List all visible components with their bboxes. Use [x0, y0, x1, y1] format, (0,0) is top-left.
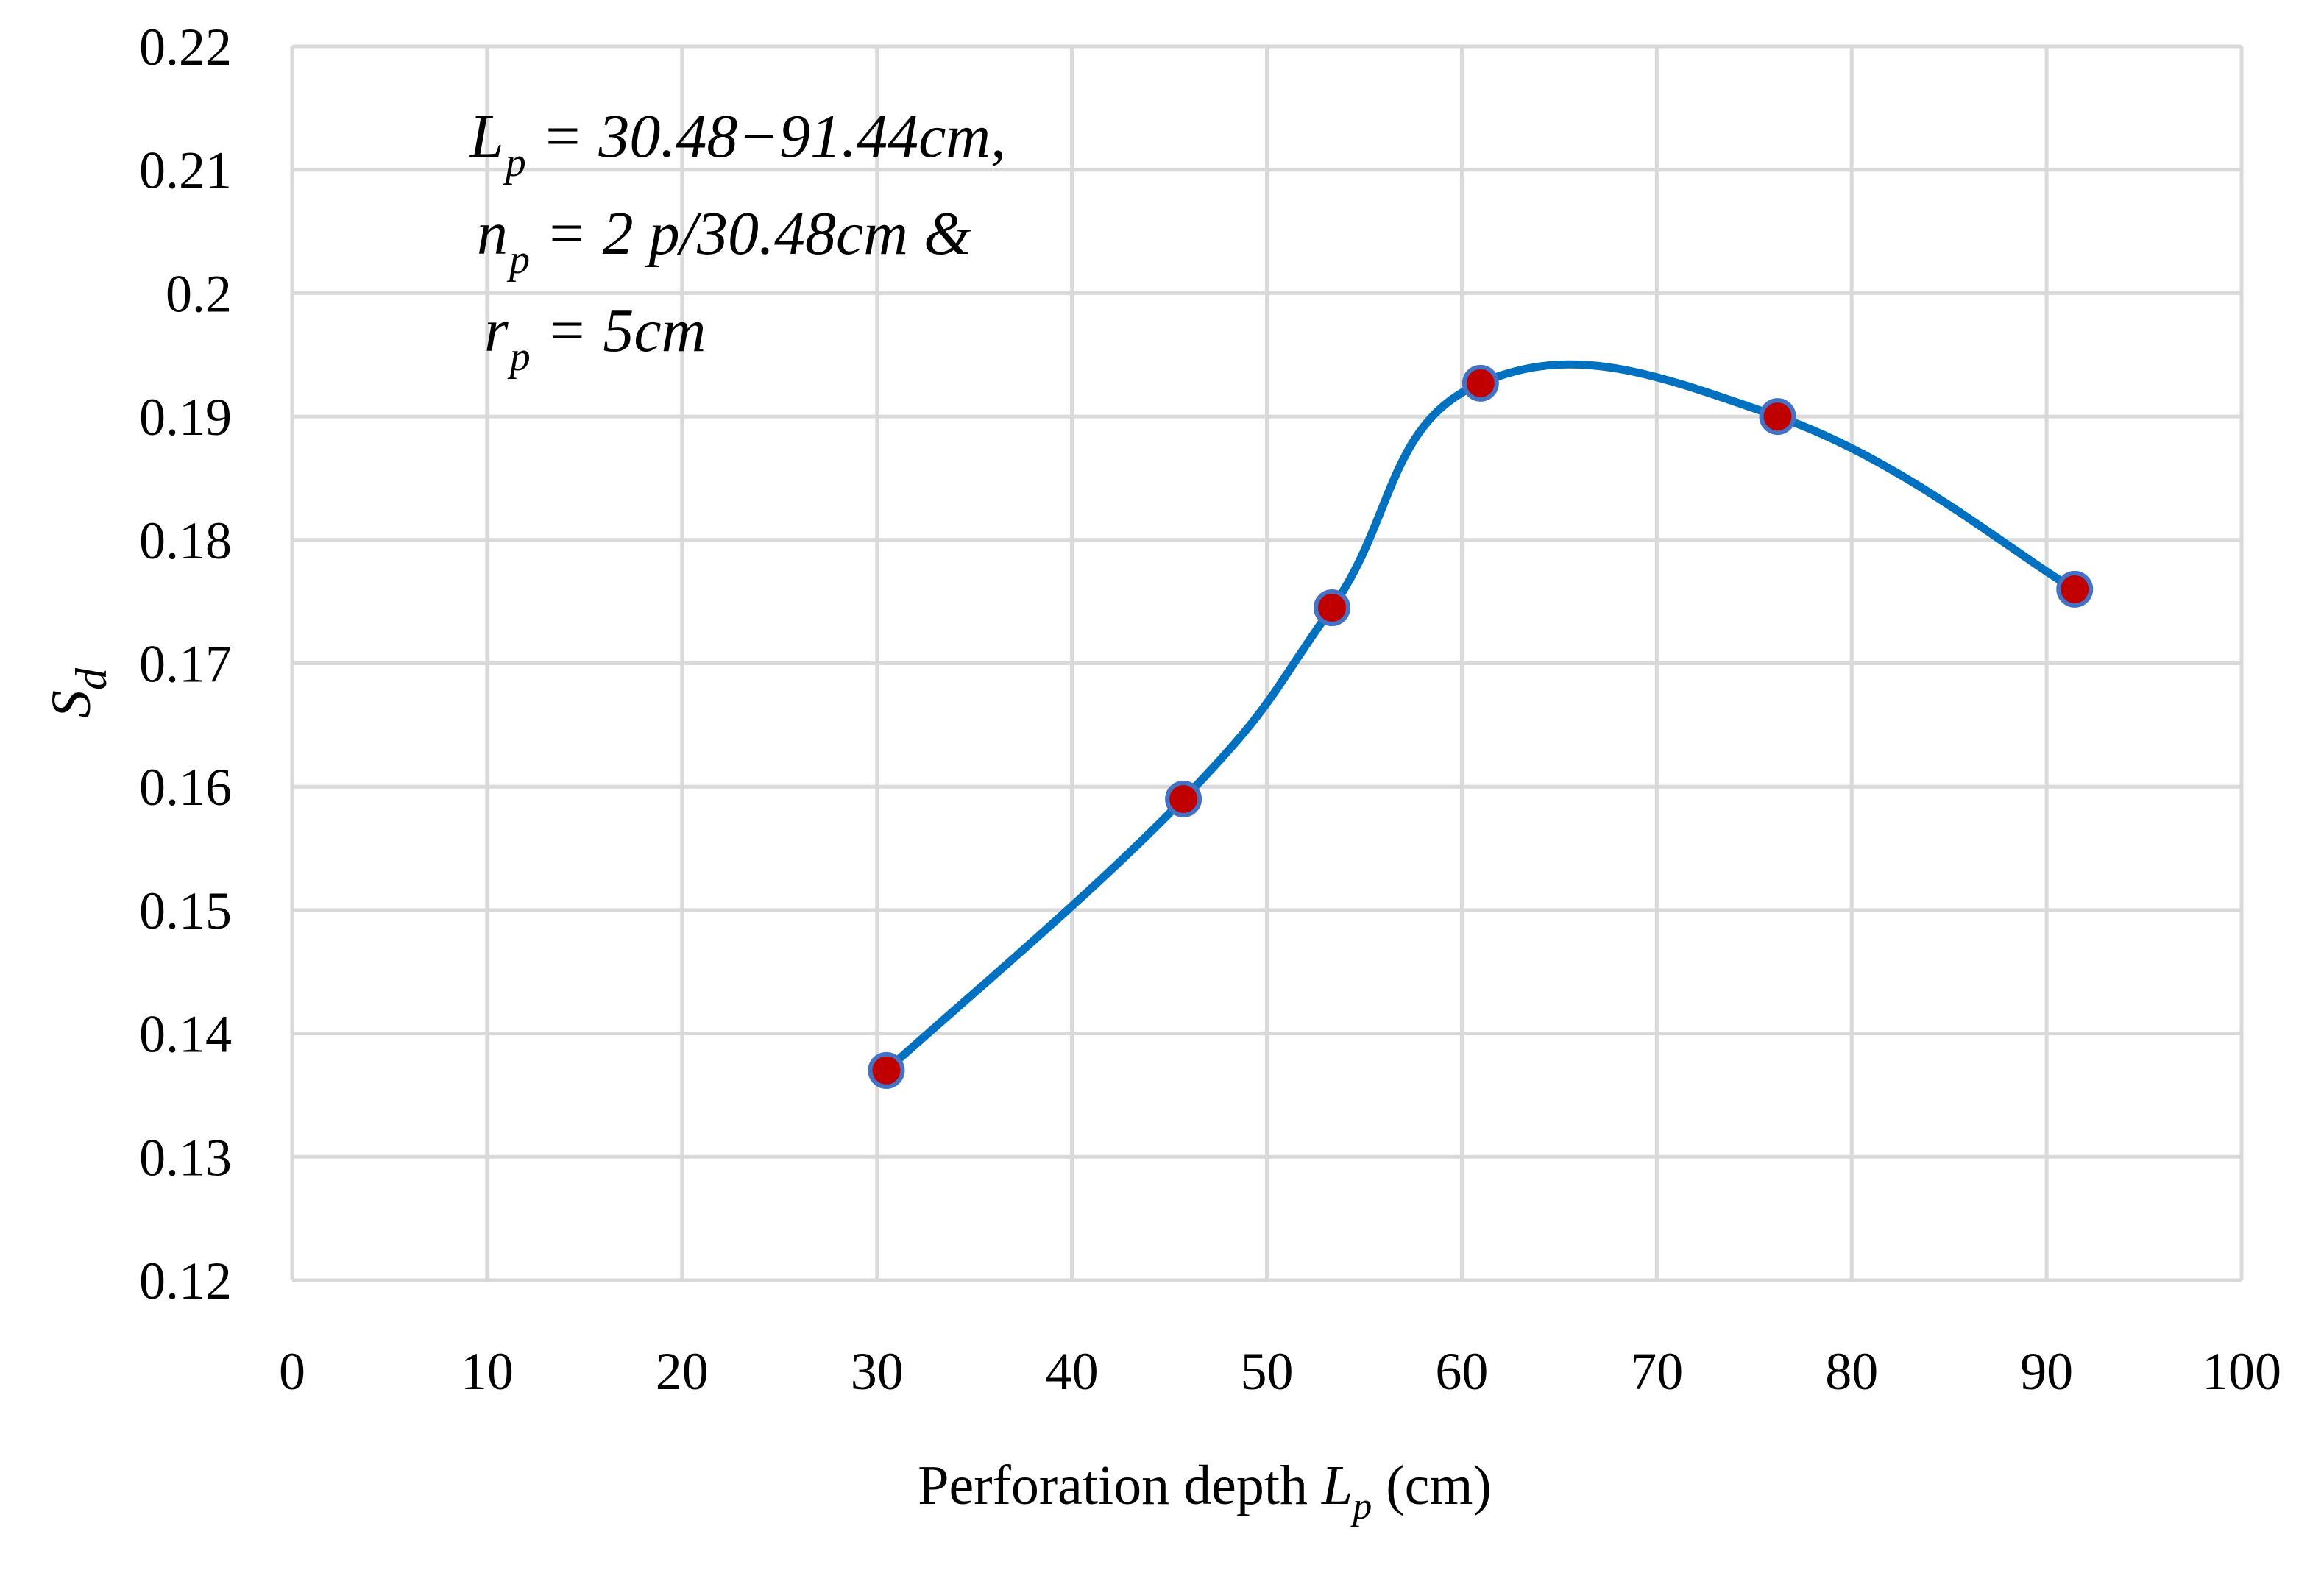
y-tick-label: 0.2: [166, 264, 232, 323]
x-axis-title: Perforation depth Lp (cm): [918, 1455, 1492, 1527]
annotation-rest-2: = 2 p/30.48cm &: [530, 199, 972, 268]
data-point: [1165, 780, 1202, 817]
data-point: [1462, 364, 1499, 402]
series-line: [882, 360, 2079, 1075]
annotation-line-3: rp = 5cm: [484, 297, 706, 380]
y-tick-label: 0.19: [139, 388, 232, 447]
y-tick-label: 0.13: [139, 1128, 232, 1187]
data-point: [2056, 570, 2094, 608]
y-tick-label: 0.16: [139, 758, 232, 817]
x-axis-title-suffix: (cm): [1372, 1455, 1491, 1516]
x-tick-label: 30: [851, 1342, 904, 1401]
y-axis-ticks: 0.12 0.13 0.14 0.15 0.16 0.17 0.18 0.19 0.2 0.21 0…: [139, 18, 232, 1310]
x-tick-label: 40: [1046, 1342, 1099, 1401]
x-axis-ticks: 0 10 20 30 40 50 60 70 80 90 100: [279, 1342, 2281, 1401]
y-tick-label: 0.14: [139, 1005, 232, 1064]
y-tick-label: 0.18: [139, 511, 232, 570]
annotation-sub-1: p: [503, 140, 526, 185]
x-tick-label: 10: [461, 1342, 514, 1401]
y-axis-title: Sd: [40, 667, 116, 718]
annotation-var-3: r: [484, 297, 509, 365]
y-axis-title-sub: d: [67, 667, 116, 690]
x-tick-label: 20: [656, 1342, 709, 1401]
y-axis-title-var: S: [40, 690, 102, 718]
x-tick-label: 60: [1435, 1342, 1488, 1401]
data-point: [868, 1051, 905, 1089]
series-markers: [868, 364, 2094, 1089]
x-tick-label: 90: [2020, 1342, 2073, 1401]
y-tick-label: 0.12: [139, 1252, 232, 1310]
annotation-sub-3: p: [507, 334, 531, 380]
y-tick-label: 0.15: [139, 881, 232, 940]
annotation-rest-3: = 5cm: [531, 297, 706, 365]
grid: [290, 44, 2244, 1282]
annotation-rest-1: = 30.48−91.44cm,: [526, 102, 1006, 171]
annotation-var-2: n: [477, 199, 508, 268]
data-point: [1313, 589, 1350, 627]
annotation-line-1: Lp = 30.48−91.44cm,: [469, 102, 1006, 185]
annotation-var-1: L: [469, 102, 504, 171]
y-tick-label: 0.17: [139, 635, 232, 694]
annotation-sub-2: p: [506, 237, 530, 283]
x-axis-title-var: L: [1321, 1455, 1353, 1516]
x-tick-label: 50: [1241, 1342, 1294, 1401]
x-tick-label: 100: [2202, 1342, 2281, 1401]
x-tick-label: 70: [1630, 1342, 1683, 1401]
y-tick-label: 0.22: [139, 18, 232, 77]
x-tick-label: 80: [1825, 1342, 1878, 1401]
annotation-line-2: np = 2 p/30.48cm &: [477, 199, 972, 283]
x-tick-label: 0: [279, 1342, 305, 1401]
y-tick-label: 0.21: [139, 141, 232, 200]
data-point: [1759, 398, 1796, 436]
x-axis-title-prefix: Perforation depth: [918, 1455, 1322, 1516]
annotation: Lp = 30.48−91.44cm, np = 2 p/30.48cm & r…: [469, 102, 1006, 380]
x-axis-title-sub: p: [1350, 1486, 1372, 1527]
